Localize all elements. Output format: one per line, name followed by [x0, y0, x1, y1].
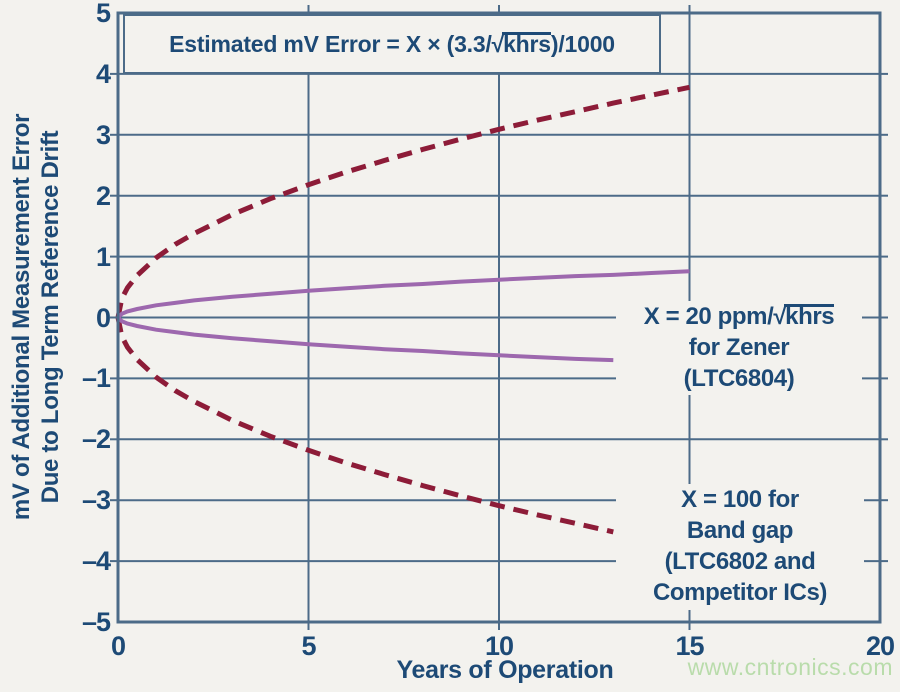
- bandgap-annotation-line3: (LTC6802 and: [664, 548, 816, 575]
- watermark: www.cntronics.com: [687, 654, 893, 680]
- x-tick-label: 10: [484, 631, 514, 661]
- series-curve-3: [116, 316, 614, 363]
- series-curve-2: [116, 269, 690, 319]
- y-tick-label: –1: [81, 363, 111, 394]
- zener-radicand: khrs: [784, 303, 835, 330]
- x-tick-label: 0: [110, 631, 126, 661]
- x-tick-label: 5: [301, 631, 316, 661]
- zener-annotation-line2: for Zener: [688, 334, 790, 361]
- y-tick-label: 4: [95, 58, 111, 89]
- sqrt-icon: √: [491, 30, 505, 57]
- y-tick-label: –5: [81, 607, 111, 637]
- y-tick-label: 1: [95, 241, 111, 272]
- y-tick-label: –2: [81, 424, 111, 455]
- y-axis-title-line2: Due to Long Term Reference Drift: [37, 130, 64, 504]
- y-tick-label: 2: [95, 180, 111, 211]
- zener-annotation-line3: (LTC6804): [683, 365, 795, 392]
- bandgap-annotation-line2: Band gap: [686, 517, 794, 544]
- series-curve-1: [115, 317, 614, 535]
- y-axis-title-line1: mV of Additional Measurement Error: [8, 113, 35, 521]
- zener-annotation: X = 20 ppm/√khrs for Zener (LTC6804): [616, 301, 862, 395]
- y-tick-label: 3: [95, 119, 111, 150]
- y-tick-label: 5: [95, 0, 111, 28]
- bandgap-annotation-line4: Competitor ICs): [652, 579, 827, 606]
- x-tick-label: 15: [675, 631, 704, 661]
- x-axis-title: Years of Operation: [396, 656, 614, 684]
- y-tick-label: –4: [81, 546, 111, 577]
- formula-title-box: Estimated mV Error = X × (3.3/√ khrs)/100…: [123, 14, 661, 74]
- bandgap-annotation-line1: X = 100 for: [681, 486, 799, 513]
- bandgap-annotation: X = 100 for Band gap (LTC6802 and Compet…: [616, 484, 864, 610]
- y-tick-label: 0: [95, 302, 111, 333]
- formula-radicand: khrs: [502, 30, 551, 57]
- y-tick-label: –3: [81, 485, 111, 516]
- formula-suffix: )/1000: [550, 30, 615, 57]
- zener-annotation-line1: X = 20 ppm/√khrs: [643, 303, 835, 330]
- series-curve-0: [115, 84, 691, 318]
- sqrt-icon: √: [773, 303, 787, 330]
- formula-prefix: Estimated mV Error = X × (3.3/: [169, 30, 492, 57]
- x-tick-label: 20: [865, 631, 895, 661]
